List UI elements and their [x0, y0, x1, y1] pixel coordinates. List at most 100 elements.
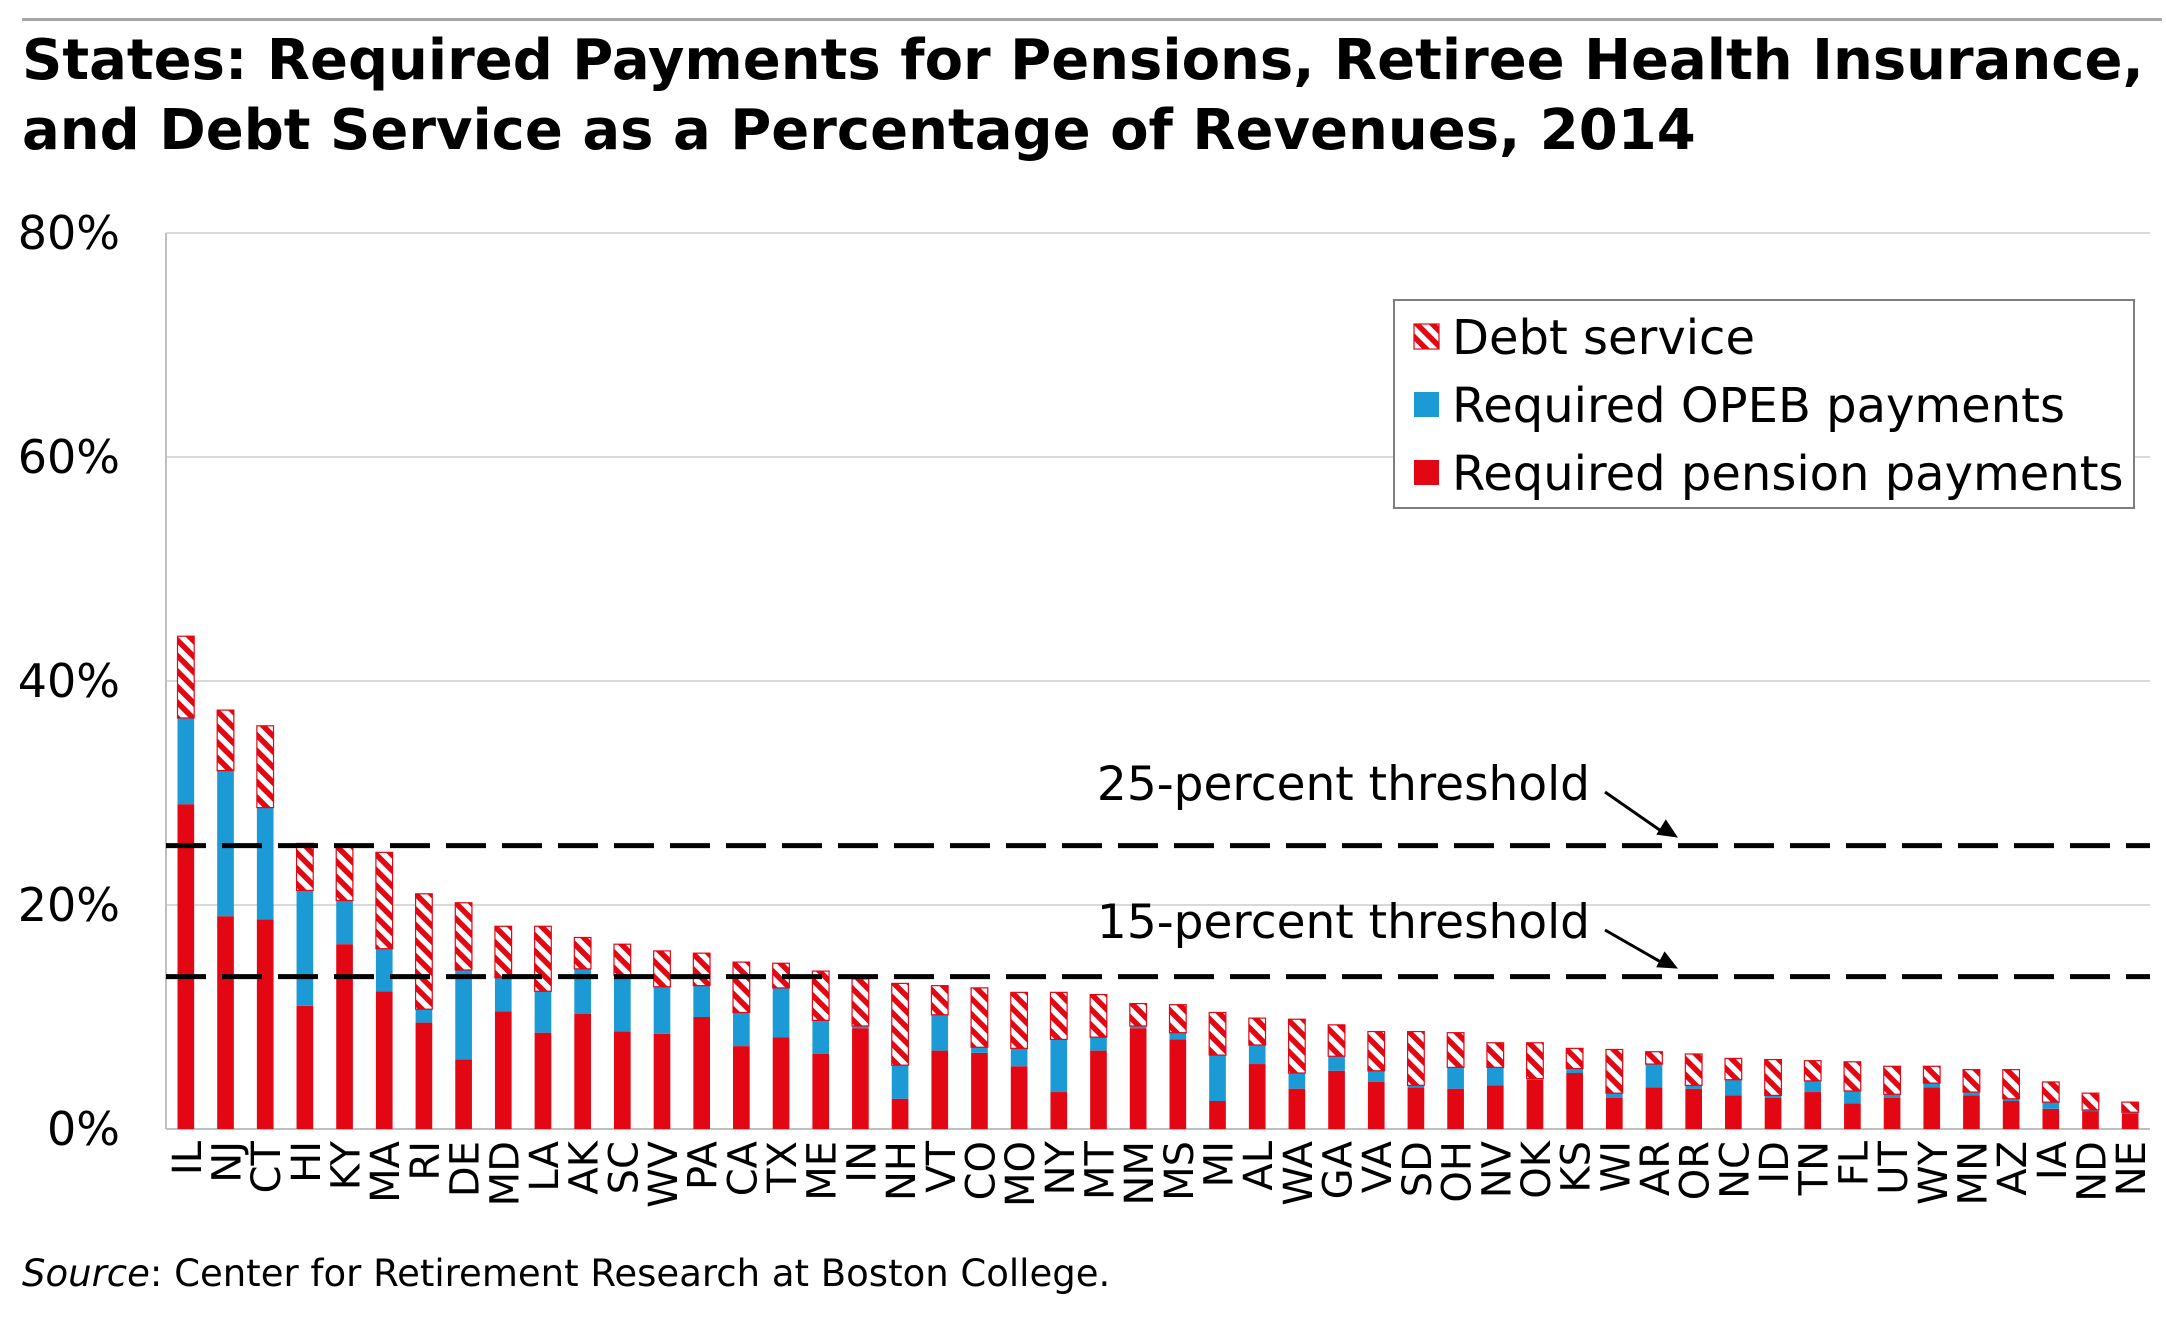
debt-bar-segment-wi	[1605, 1048, 1624, 1094]
y-tick-label: 0%	[47, 1102, 120, 1156]
opeb-bar-segment-sc	[613, 975, 631, 1032]
x-tick-label-wa: WA	[1276, 1140, 1322, 1205]
opeb-bar-segment-mt	[1090, 1037, 1107, 1051]
x-tick-label-ak: AK	[562, 1139, 608, 1194]
x-tick-label-nv: NV	[1474, 1140, 1520, 1198]
x-tick-label-ia: IA	[2030, 1140, 2076, 1180]
debt-bar-segment-vt	[930, 985, 949, 1016]
debt-bar-segment-mo	[1010, 991, 1029, 1049]
debt-bar-segment-nd	[2081, 1092, 2100, 1111]
legend-swatch-pension	[1414, 460, 1439, 485]
pension-bar-segment-wa	[1288, 1088, 1306, 1129]
debt-bar-segment-mt	[1089, 993, 1108, 1038]
x-tick-label-oh: OH	[1435, 1141, 1481, 1203]
pension-bar-segment-va	[1367, 1081, 1385, 1129]
debt-bar-segment-ar	[1645, 1051, 1663, 1065]
pension-bar-segment-hi	[296, 1005, 314, 1129]
pension-bar-segment-id	[1764, 1097, 1782, 1129]
source-label: Source	[22, 1252, 150, 1295]
x-tick-label-mi: MI	[1197, 1141, 1243, 1187]
top-rule	[22, 18, 2162, 21]
opeb-bar-segment-ma	[375, 948, 393, 992]
opeb-bar-segment-mi	[1209, 1055, 1226, 1101]
opeb-bar-segment-sd	[1407, 1085, 1425, 1088]
debt-bar-segment-co	[970, 987, 989, 1048]
opeb-bar-segment-pa	[693, 985, 711, 1017]
debt-bar-segment-ok	[1526, 1042, 1544, 1080]
pension-bar-segment-ks	[1566, 1073, 1583, 1129]
x-tick-label-wv: WV	[641, 1140, 687, 1208]
y-tick-label: 40%	[18, 654, 120, 708]
x-tick-label-ky: KY	[324, 1140, 370, 1190]
pension-bar-segment-oh	[1447, 1088, 1464, 1129]
x-tick-label-il: IL	[165, 1140, 211, 1175]
x-tick-label-md: MD	[482, 1141, 528, 1206]
debt-bar-segment-pa	[692, 952, 711, 987]
pension-bar-segment-co	[971, 1052, 988, 1129]
x-tick-label-ga: GA	[1316, 1140, 1362, 1199]
opeb-bar-segment-nv	[1486, 1067, 1504, 1086]
debt-bar-segment-ne	[2121, 1101, 2140, 1113]
legend-swatch-opeb	[1414, 392, 1439, 417]
debt-bar-segment-nc	[1724, 1057, 1743, 1081]
pension-bar-segment-ri	[415, 1022, 433, 1129]
y-tick-label: 20%	[18, 878, 120, 932]
x-tick-label-va: VA	[1355, 1140, 1401, 1193]
debt-bar-segment-ak	[573, 936, 592, 970]
opeb-bar-segment-fl	[1844, 1090, 1861, 1104]
opeb-bar-segment-ak	[574, 968, 591, 1014]
opeb-bar-segment-la	[534, 991, 552, 1033]
legend-box	[1393, 299, 2135, 509]
debt-bar-segment-wv	[653, 950, 671, 988]
x-tick-label-co: CO	[958, 1141, 1004, 1200]
debt-bar-segment-ia	[2041, 1081, 2060, 1103]
pension-bar-segment-nd	[2082, 1111, 2099, 1129]
opeb-bar-segment-il	[177, 717, 195, 805]
x-tick-label-ut: UT	[1871, 1140, 1917, 1194]
x-tick-label-sd: SD	[1395, 1141, 1441, 1197]
pension-bar-segment-ne	[2121, 1113, 2139, 1129]
pension-bar-segment-nm	[1129, 1028, 1147, 1129]
debt-bar-segment-in	[851, 978, 870, 1027]
pension-bar-segment-ak	[574, 1013, 591, 1129]
debt-bar-segment-ms	[1168, 1004, 1187, 1034]
x-tick-label-hi: HI	[284, 1141, 330, 1183]
debt-bar-segment-fl	[1843, 1061, 1862, 1092]
debt-bar-segment-wa	[1287, 1018, 1306, 1074]
legend-swatch-debt	[1413, 323, 1440, 350]
opeb-bar-segment-wa	[1288, 1073, 1306, 1089]
source-text: : Center for Retirement Research at Bost…	[149, 1252, 1111, 1295]
pension-bar-segment-ga	[1328, 1070, 1345, 1129]
opeb-bar-segment-ar	[1645, 1064, 1663, 1088]
opeb-bar-segment-ct	[256, 807, 274, 920]
pension-bar-segment-nv	[1486, 1085, 1504, 1129]
x-tick-label-ca: CA	[720, 1140, 766, 1196]
pension-bar-segment-or	[1685, 1088, 1703, 1129]
opeb-bar-segment-md	[494, 977, 512, 1012]
x-tick-label-vt: VT	[919, 1140, 965, 1192]
pension-bar-segment-tn	[1804, 1092, 1822, 1129]
pension-bar-segment-ct	[256, 919, 274, 1129]
x-tick-label-wy: WY	[1911, 1140, 1957, 1205]
pension-bar-segment-in	[852, 1028, 869, 1129]
opeb-bar-segment-nm	[1129, 1025, 1147, 1029]
pension-bar-segment-pa	[693, 1017, 711, 1129]
x-tick-label-mn: MN	[1950, 1141, 1996, 1205]
x-tick-label-ms: MS	[1157, 1141, 1203, 1201]
opeb-bar-segment-de	[455, 969, 472, 1060]
opeb-bar-segment-ca	[733, 1012, 750, 1047]
pension-bar-segment-ms	[1169, 1039, 1187, 1129]
pension-bar-segment-wv	[653, 1033, 671, 1129]
opeb-bar-segment-nh	[891, 1065, 909, 1099]
pension-bar-segment-ma	[375, 991, 393, 1129]
debt-bar-segment-hi	[295, 842, 314, 892]
debt-bar-segment-sd	[1406, 1030, 1425, 1086]
debt-bar-segment-nv	[1486, 1042, 1505, 1069]
x-tick-label-nc: NC	[1712, 1141, 1758, 1199]
pension-bar-segment-il	[177, 804, 195, 1129]
pension-bar-segment-ky	[336, 944, 353, 1129]
pension-bar-segment-me	[812, 1053, 830, 1129]
axis-labels: 0% 20% 40% 60% 80% ILNJCTHIKYMARIDEMDLAAKSCWV…	[18, 206, 2155, 1208]
debt-bar-segment-az	[2002, 1069, 2021, 1100]
